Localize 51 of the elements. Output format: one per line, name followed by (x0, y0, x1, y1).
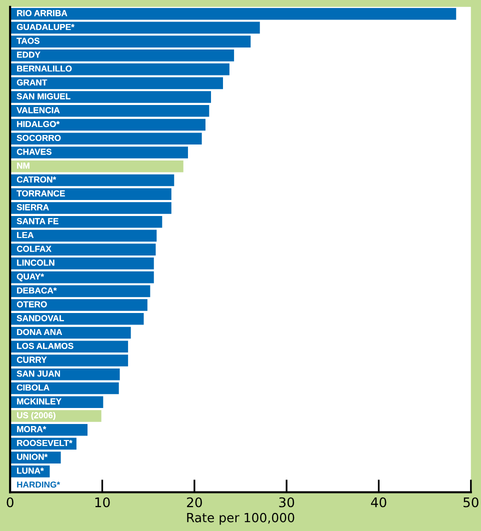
y-tick-label: CIBOLA (16, 384, 50, 391)
x-axis-title: Rate per 100,000 (187, 512, 294, 525)
x-tick-label: 50 (464, 497, 478, 508)
x-tick-label: 0 (6, 497, 14, 508)
y-tick-label: DONA ANA (17, 328, 62, 336)
y-tick-label: TORRANCE (16, 190, 65, 196)
bar (10, 146, 188, 158)
y-tick-label: US (2006) (17, 412, 56, 420)
y-tick-label: HIDALGO* (17, 120, 60, 128)
y-tick-label: LINCOLN (17, 260, 54, 266)
y-tick-label: NM (17, 162, 30, 169)
y-tick-label: SAN MIGUEL (16, 93, 70, 100)
y-tick-label: OTERO (16, 301, 47, 308)
y-tick-label: LEA (17, 232, 34, 238)
y-tick-label: DEBACA* (17, 287, 57, 294)
x-tick-label: 20 (186, 497, 202, 508)
y-tick-label: CATRON* (16, 176, 56, 183)
x-tick-label: 10 (95, 497, 110, 508)
y-tick-label: COLFAX (16, 246, 52, 252)
y-tick-label: EDDY (17, 52, 40, 58)
y-tick-label: CURRY (16, 356, 47, 363)
y-tick-label: BERNALILLO (17, 66, 72, 72)
x-tick-label: 30 (279, 497, 294, 508)
y-tick-label: GUADALUPE* (16, 24, 74, 30)
y-tick-label: QUAY* (16, 274, 44, 282)
bar (10, 160, 184, 172)
bar (10, 8, 456, 20)
y-tick-label: GRANT (16, 79, 48, 86)
bar (10, 50, 234, 62)
y-tick-label: SANDOVAL (16, 315, 64, 322)
bar (10, 202, 172, 214)
bar (10, 77, 223, 90)
y-tick-label: SIERRA (16, 204, 49, 210)
bar (10, 105, 210, 117)
y-tick-label: LUNA* (17, 468, 44, 474)
y-tick-label: VALENCIA (16, 107, 60, 114)
y-tick-label: SANTA FE (16, 218, 58, 224)
y-tick-label: HARDING* (17, 482, 60, 488)
y-tick-label: MORA* (17, 426, 46, 432)
y-tick-label: UNION* (17, 454, 48, 460)
y-tick-label: LOS ALAMOS (17, 342, 74, 349)
bar (10, 230, 157, 242)
y-tick-label: ROOSEVELT* (17, 440, 72, 446)
y-tick-label: RIO ARRIBA (17, 10, 68, 16)
y-tick-label: CHAVES (16, 148, 52, 155)
y-tick-label: MCKINLEY (17, 398, 62, 404)
y-tick-label: SAN JUAN (16, 370, 60, 377)
y-tick-label: TAOS (16, 38, 40, 44)
y-tick-label: SOCORRO (16, 134, 61, 141)
bar (10, 36, 251, 48)
x-tick-label: 40 (370, 497, 386, 508)
